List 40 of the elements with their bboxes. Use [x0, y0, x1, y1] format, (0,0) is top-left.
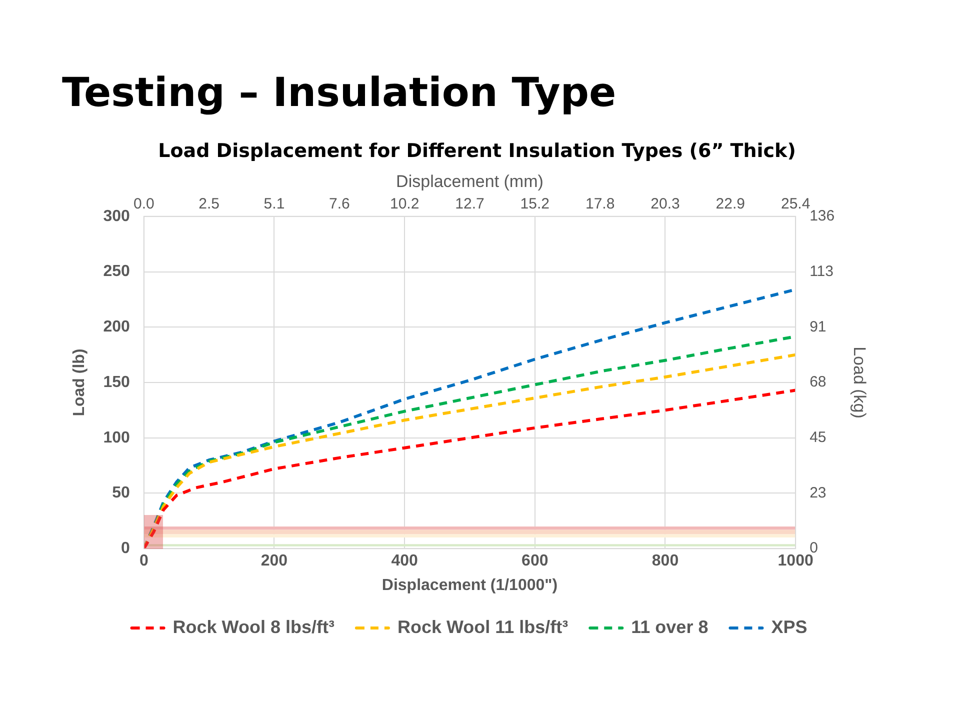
- x2-tick-label: 20.3: [650, 196, 680, 213]
- legend-label: 11 over 8: [631, 616, 708, 637]
- x2-tick-label: 7.6: [328, 196, 350, 213]
- x2-tick-label: 5.1: [264, 196, 285, 213]
- legend-label: XPS: [771, 616, 808, 637]
- y-axis-title: Load (lb): [71, 348, 88, 416]
- y2-tick-label: 136: [810, 208, 835, 225]
- y-tick-label: 300: [103, 208, 130, 225]
- y2-tick-label: 45: [810, 429, 826, 446]
- y2-tick-label: 68: [810, 374, 826, 391]
- x2-tick-label: 25.4: [780, 196, 810, 213]
- x2-axis-title: Displacement (mm): [396, 172, 544, 191]
- x-tick-label: 400: [391, 552, 418, 570]
- x-axis-title: Displacement (1/1000"): [382, 576, 558, 594]
- legend-label: Rock Wool 11 lbs/ft³: [397, 616, 568, 637]
- x2-tick-label: 0.0: [133, 196, 154, 213]
- x2-tick-label: 15.2: [520, 196, 550, 213]
- chart-title: Testing – Insulation Type: [62, 70, 616, 116]
- x2-tick-label: 12.7: [455, 196, 484, 213]
- y2-axis-title: Load (kg): [850, 346, 870, 418]
- y-tick-label: 250: [103, 263, 130, 280]
- y-tick-label: 200: [103, 318, 130, 336]
- x-tick-label: 200: [260, 552, 288, 570]
- y2-tick-label: 23: [810, 484, 826, 502]
- y-tick-label: 150: [103, 374, 130, 391]
- chart-subtitle: Load Displacement for Different Insulation Types (6” Thick): [157, 140, 797, 162]
- y-tick-label: 100: [103, 429, 130, 446]
- y-tick-label: 0: [120, 540, 130, 558]
- x-tick-label: 800: [652, 552, 679, 570]
- x-tick-label: 1000: [778, 552, 814, 570]
- x-tick-label: 600: [522, 552, 548, 570]
- x2-tick-label: 2.5: [198, 196, 220, 213]
- x2-tick-label: 10.2: [390, 196, 420, 213]
- x2-tick-label: 17.8: [585, 196, 615, 213]
- x2-tick-label: 22.9: [716, 196, 746, 213]
- y-tick-label: 50: [112, 484, 130, 502]
- y2-tick-label: 91: [810, 318, 826, 336]
- legend-label: Rock Wool 8 lbs/ft³: [172, 616, 334, 637]
- x-tick-label: 0: [139, 552, 148, 570]
- y2-tick-label: 113: [810, 262, 834, 280]
